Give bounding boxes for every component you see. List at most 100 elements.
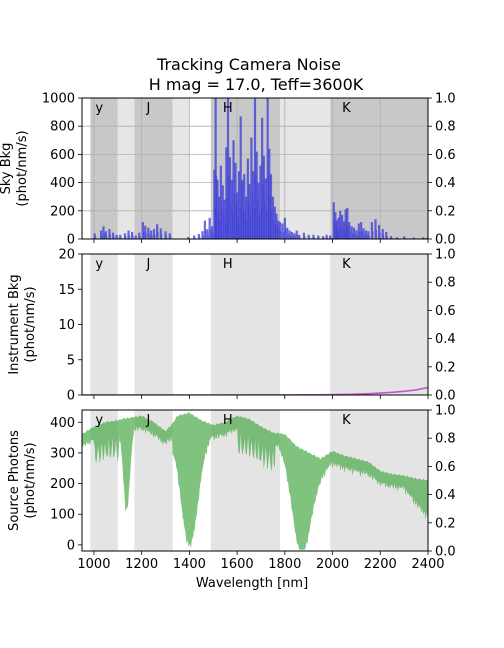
sky-emission-line [304, 236, 306, 239]
sky-emission-line [332, 202, 335, 239]
sky-gap-shade-2 [280, 98, 331, 239]
sky-emission-line [337, 217, 340, 239]
sky-emission-line [268, 148, 271, 239]
sky-emission-line [312, 234, 315, 239]
sky-emission-line [299, 237, 301, 239]
sky-emission-line [368, 235, 370, 239]
sky-emission-line [152, 229, 156, 239]
sky-right-y-tick-label: 0.0 [435, 233, 456, 248]
sky-y-tick-label: 0 [67, 233, 75, 248]
source-y-tick-label: 200 [50, 477, 75, 492]
sky-emission-line [391, 237, 393, 239]
sky-emission-line [357, 223, 360, 239]
instrument-band-label-y: y [95, 257, 103, 272]
sky-emission-line [404, 237, 406, 239]
sky-emission-line [123, 233, 127, 239]
instrument-band-label-k: K [342, 257, 351, 272]
sky-emission-line [213, 169, 216, 239]
sky-emission-line [257, 182, 260, 239]
sky-emission-line [228, 157, 232, 239]
figure-title-line1: Tracking Camera Noise [156, 55, 341, 74]
sky-emission-line [101, 235, 103, 239]
sky-emission-line [157, 232, 159, 239]
sky-emission-line [386, 235, 388, 239]
sky-emission-line [115, 234, 118, 239]
sky-emission-line [206, 229, 209, 239]
sky-emission-line [232, 140, 235, 239]
x-tick-label: 1600 [221, 557, 254, 572]
sky-emission-line [143, 231, 145, 239]
sky-emission-line [148, 233, 150, 239]
sky-emission-line [138, 232, 141, 239]
sky-emission-line [377, 224, 381, 239]
sky-emission-line [379, 232, 381, 239]
sky-emission-line [210, 226, 214, 239]
sky-emission-line [245, 196, 248, 239]
sky-emission-line [366, 235, 368, 239]
sky-emission-line [103, 233, 106, 239]
sky-emission-line [290, 231, 294, 239]
instrument-right-y-tick-label: 0.0 [435, 389, 456, 404]
sky-emission-line [273, 206, 276, 239]
source-band-label-k: K [342, 413, 351, 428]
x-tick-label: 1000 [77, 557, 110, 572]
x-tick-label: 1200 [125, 557, 158, 572]
sky-emission-line [363, 234, 366, 239]
sky-emission-line [131, 231, 134, 239]
source-y-tick-label: 100 [50, 508, 75, 523]
sky-band-label-y: y [95, 101, 103, 116]
sky-emission-line [201, 231, 204, 239]
sky-emission-line [385, 231, 388, 239]
x-tick-label: 2200 [364, 557, 397, 572]
source-right-y-tick-label: 0.6 [435, 460, 456, 475]
instrument-band-y [90, 254, 118, 395]
sky-emission-line [120, 237, 122, 239]
sky-emission-line [125, 236, 127, 239]
sky-emission-line [339, 210, 342, 239]
sky-emission-line [395, 237, 399, 239]
sky-right-y-tick-label: 0.2 [435, 204, 456, 219]
sky-emission-line [109, 234, 111, 239]
instrument-y-tick-label: 0 [67, 389, 75, 404]
sky-emission-line [170, 236, 172, 239]
sky-emission-line [187, 236, 190, 239]
instrument-right-y-tick-label: 0.8 [435, 276, 456, 291]
sky-emission-line [350, 226, 353, 239]
sky-axes-frame [81, 97, 429, 240]
x-tick-label: 2000 [316, 557, 349, 572]
sky-emission-line [278, 222, 282, 239]
sky-emission-line [325, 234, 328, 239]
sky-emission-line [199, 236, 201, 239]
sky-emission-line [334, 212, 337, 239]
sky-emission-line [225, 147, 228, 239]
sky-emission-line [93, 233, 96, 239]
sky-emission-line [164, 231, 167, 239]
sky-emission-line [288, 230, 291, 239]
sky-emission-line [326, 237, 329, 239]
sky-emission-line [351, 233, 354, 239]
sky-emission-line [355, 230, 358, 239]
sky-emission-line [250, 137, 253, 239]
sky-emission-line [321, 236, 325, 239]
sky-emission-line [342, 221, 346, 239]
sky-emission-line [275, 213, 278, 239]
x-tick-label: 1800 [268, 557, 301, 572]
sky-emission-line [422, 237, 425, 239]
sky-emission-line [285, 229, 287, 239]
sky-emission-line [289, 235, 292, 239]
sky-y-tick-label: 800 [50, 120, 75, 135]
sky-emission-line [362, 228, 365, 239]
sky-emission-line [370, 222, 374, 239]
x-tick-label: 1400 [173, 557, 206, 572]
sky-emission-line [134, 235, 137, 239]
sky-emission-line [108, 229, 111, 239]
sky-emission-line [236, 192, 239, 239]
sky-emission-line [352, 227, 356, 239]
sky-y-tick-label: 200 [50, 204, 75, 219]
sky-gap-shade-0 [117, 98, 135, 239]
sky-emission-line [102, 226, 105, 239]
sky-emission-line [262, 155, 265, 239]
source-band-label-j: J [145, 413, 150, 428]
sky-emission-line [168, 233, 171, 239]
